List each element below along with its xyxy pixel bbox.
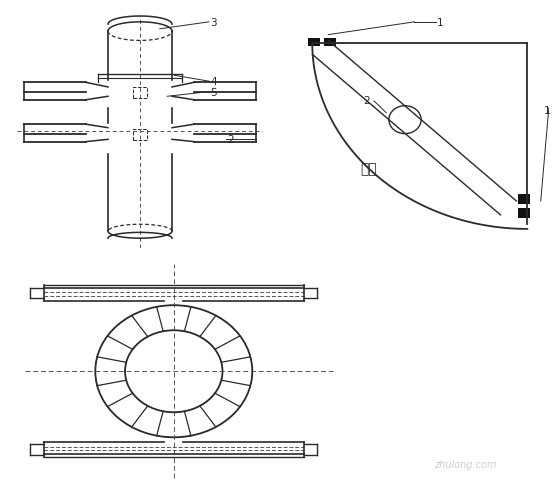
Bar — [309, 38, 320, 46]
Text: 3: 3 — [210, 18, 217, 28]
Bar — [133, 88, 147, 98]
Text: 2: 2 — [363, 96, 370, 106]
Text: 1: 1 — [543, 106, 550, 116]
Text: 2: 2 — [227, 136, 234, 146]
Text: 4: 4 — [210, 77, 217, 87]
Text: 5: 5 — [210, 88, 217, 98]
Text: zhulong.com: zhulong.com — [433, 460, 496, 470]
Bar — [518, 194, 530, 204]
Bar — [518, 208, 530, 218]
Text: 管井: 管井 — [361, 162, 377, 176]
Bar — [324, 38, 337, 46]
Text: 1: 1 — [437, 18, 444, 28]
Bar — [133, 129, 147, 140]
